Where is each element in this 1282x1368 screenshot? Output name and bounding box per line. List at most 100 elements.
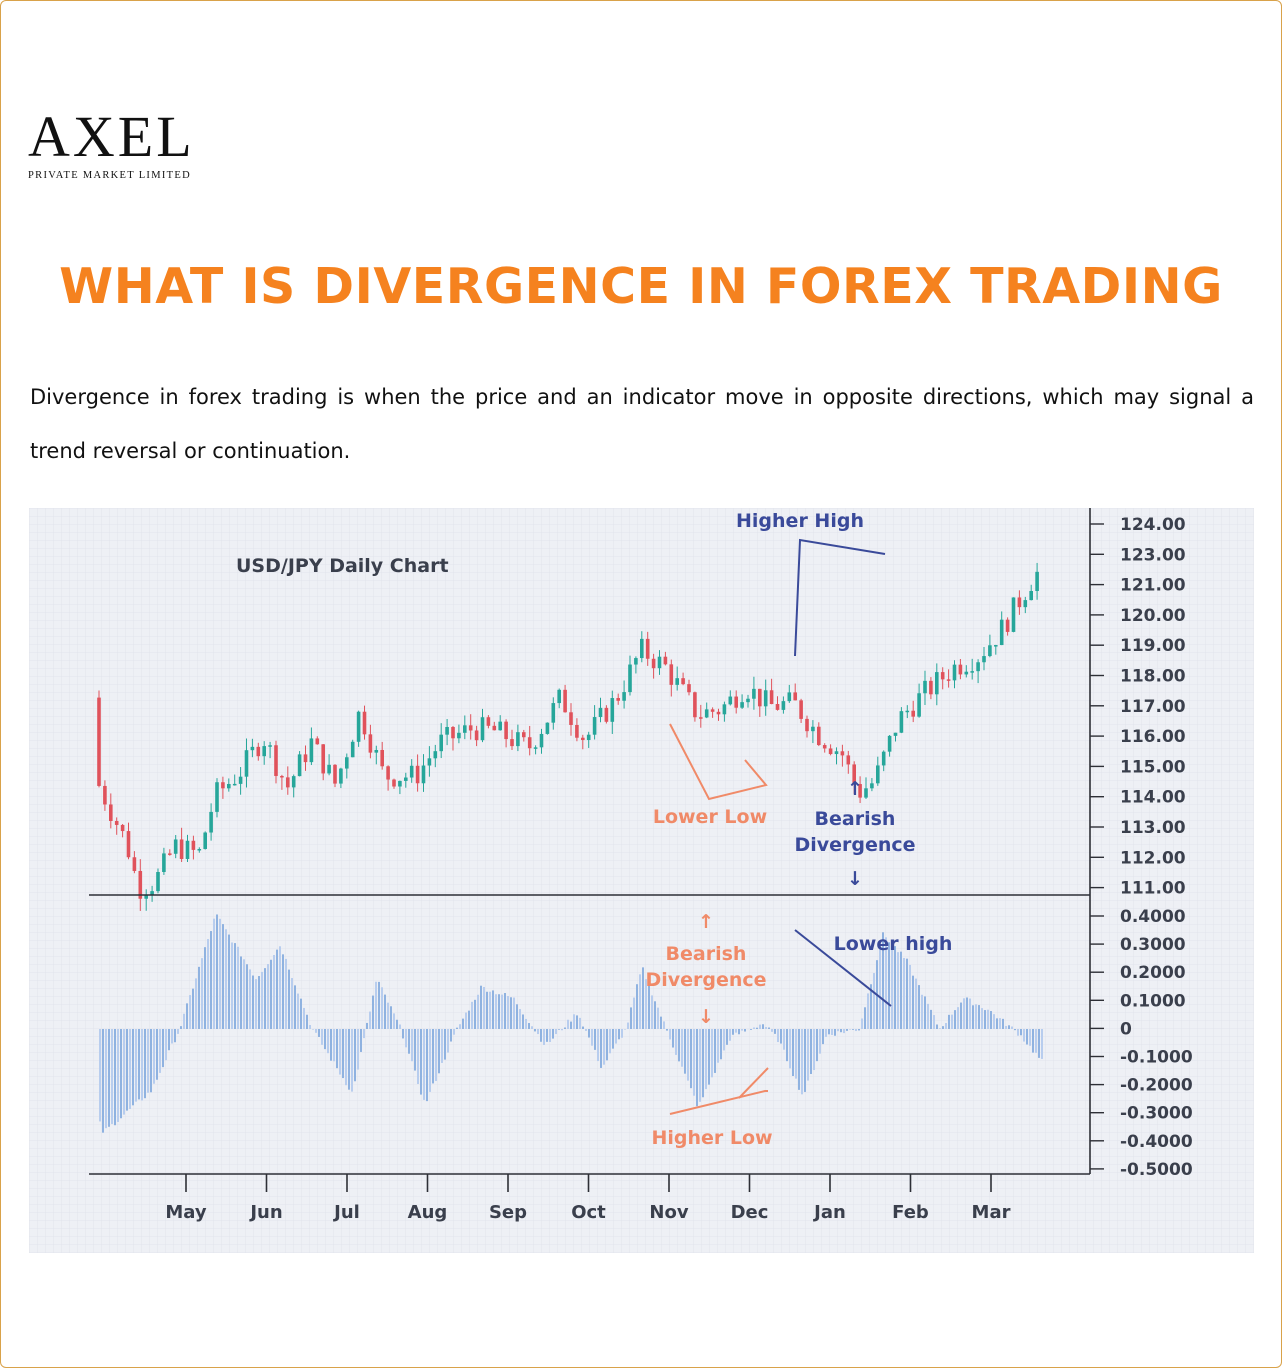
candle-body <box>899 711 904 733</box>
candle <box>474 725 479 747</box>
histogram-bar <box>438 1029 440 1074</box>
candle <box>1029 584 1033 601</box>
candle <box>120 823 125 838</box>
histogram-bar <box>873 973 875 1029</box>
higher-low-line-a <box>669 1090 768 1115</box>
candle-body <box>126 831 131 858</box>
candle-body <box>132 857 137 871</box>
month-label: Oct <box>571 1202 606 1223</box>
candle-body <box>628 664 632 693</box>
candle-body <box>716 711 721 715</box>
candle-body <box>651 658 656 669</box>
histogram-bar <box>888 942 890 1029</box>
histogram-bar <box>177 1029 179 1034</box>
candle <box>592 705 597 740</box>
histogram-bar <box>288 969 290 1029</box>
histogram-bar <box>228 934 230 1029</box>
candle <box>935 663 939 706</box>
candle <box>681 672 685 686</box>
histogram-bar <box>129 1029 131 1109</box>
candle-body <box>976 662 980 672</box>
histogram-bar <box>399 1024 401 1029</box>
candle-body <box>828 748 833 755</box>
chart-title: USD/JPY Daily Chart <box>236 555 449 577</box>
price-tick-label: 112.00 <box>1120 848 1186 868</box>
candle <box>380 741 384 770</box>
histogram-bar <box>213 918 215 1029</box>
candle <box>250 738 255 758</box>
histogram-bar <box>1023 1029 1025 1042</box>
candle-body <box>244 750 249 777</box>
candle-body <box>935 672 939 695</box>
candle-body <box>539 733 544 748</box>
histogram-bar <box>639 974 641 1029</box>
histogram-bar <box>480 985 482 1029</box>
candle-body <box>964 671 969 675</box>
histogram-bar <box>819 1029 821 1054</box>
candle <box>492 721 497 731</box>
candle <box>191 835 196 860</box>
histogram-bar <box>708 1029 710 1085</box>
candle <box>569 703 573 736</box>
candle <box>905 705 910 719</box>
candle <box>457 724 461 744</box>
histogram-bar <box>162 1029 164 1068</box>
candle <box>899 707 904 734</box>
histogram-bar <box>999 1018 1001 1029</box>
histogram-bar <box>600 1029 602 1068</box>
histogram-bar <box>834 1029 836 1036</box>
candle-body <box>232 783 237 786</box>
histogram-bar <box>204 947 206 1029</box>
histogram-bar <box>513 997 515 1029</box>
candle <box>339 767 343 789</box>
candle <box>840 744 845 767</box>
candle-body <box>710 709 715 712</box>
histogram-bar <box>123 1029 125 1115</box>
candle <box>274 740 278 784</box>
histogram-bar <box>345 1029 347 1086</box>
candle <box>657 650 662 675</box>
candle <box>834 747 839 765</box>
histogram-bar <box>156 1029 158 1080</box>
histogram-bar <box>522 1014 524 1029</box>
price-tick-label: 114.00 <box>1120 788 1186 808</box>
histogram-bar <box>258 976 260 1029</box>
histogram-bar <box>276 949 278 1029</box>
histogram-bar <box>660 1016 662 1029</box>
candle-body <box>203 832 207 849</box>
histogram-bar <box>864 1007 866 1029</box>
candle-body <box>699 717 703 719</box>
indicator-tick-label: 0.1000 <box>1120 991 1186 1011</box>
histogram-bar <box>378 981 380 1029</box>
candle <box>126 822 131 860</box>
candle-body <box>645 638 650 659</box>
chart-grid <box>29 508 1254 1253</box>
candle-body <box>940 672 945 680</box>
histogram-bar <box>249 969 251 1029</box>
histogram-layer <box>99 914 1043 1133</box>
candle <box>522 729 526 742</box>
histogram-bar <box>246 964 248 1029</box>
candle <box>852 761 856 794</box>
histogram-bar <box>219 918 221 1029</box>
candle-body <box>929 680 933 695</box>
histogram-bar <box>387 1002 389 1029</box>
candle-body <box>256 746 261 757</box>
histogram-bar <box>870 984 872 1029</box>
histogram-bar <box>972 1005 974 1029</box>
candle-body <box>758 688 762 707</box>
price-tick-label: 116.00 <box>1120 727 1186 747</box>
histogram-bar <box>831 1029 833 1035</box>
price-tick-label: 118.00 <box>1120 667 1186 687</box>
histogram-bar <box>291 978 293 1029</box>
axes-layer: 124.00 123.00 121.00 120.00 119.00 118.00 117.… <box>89 508 1193 1223</box>
candle-body <box>840 751 845 756</box>
candle <box>498 715 502 731</box>
histogram-bar <box>150 1029 152 1093</box>
candle-body <box>345 757 349 769</box>
candle-body <box>398 780 402 787</box>
candle <box>404 772 408 788</box>
candle <box>828 744 833 756</box>
histogram-bar <box>234 943 236 1029</box>
histogram-bar <box>549 1029 551 1042</box>
